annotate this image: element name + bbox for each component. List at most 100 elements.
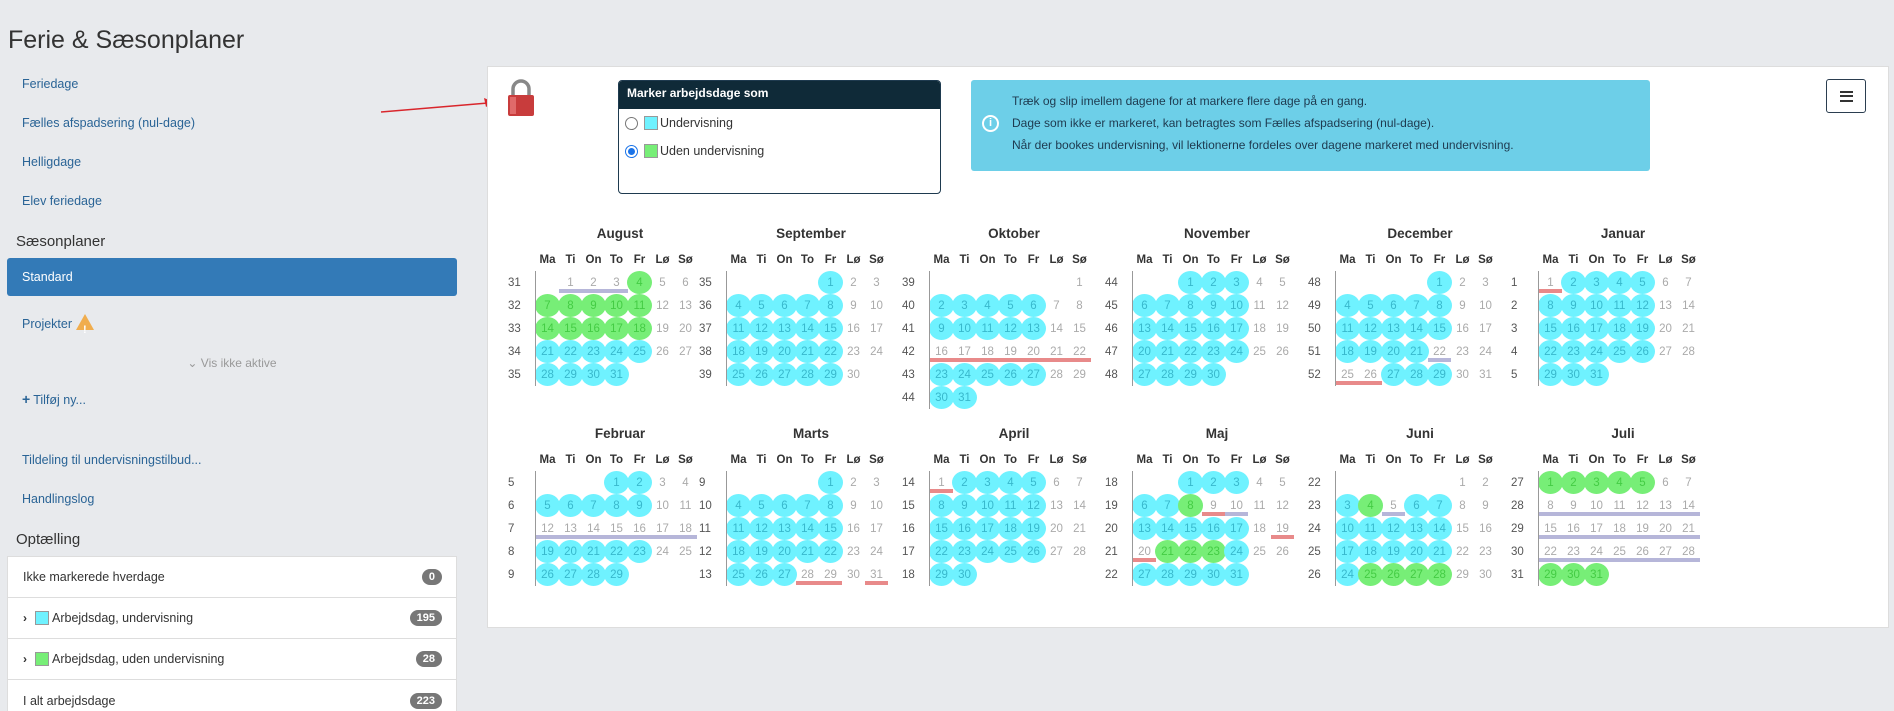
day-cell[interactable]: 10: [952, 317, 977, 340]
day-cell[interactable]: 24: [952, 363, 977, 386]
day-cell[interactable]: 25: [627, 340, 652, 363]
day-cell[interactable]: 9: [627, 494, 652, 517]
day-cell[interactable]: 3: [865, 271, 888, 294]
day-cell[interactable]: 16: [1562, 517, 1585, 540]
day-cell[interactable]: 5: [1021, 471, 1046, 494]
day-cell[interactable]: 22: [1539, 540, 1562, 563]
day-cell[interactable]: 2: [1474, 471, 1497, 494]
day-cell[interactable]: 22: [558, 340, 583, 363]
day-cell[interactable]: 22: [818, 540, 843, 563]
day-cell[interactable]: 3: [865, 471, 888, 494]
day-cell[interactable]: 23: [1561, 340, 1586, 363]
day-cell[interactable]: 12: [1271, 294, 1294, 317]
day-cell[interactable]: 10: [865, 494, 888, 517]
day-cell[interactable]: 26: [749, 563, 774, 586]
day-cell[interactable]: 28: [1677, 340, 1700, 363]
day-cell[interactable]: 9: [929, 317, 954, 340]
day-cell[interactable]: 2: [842, 471, 865, 494]
day-cell[interactable]: 6: [674, 271, 697, 294]
day-cell[interactable]: 7: [581, 494, 606, 517]
option-uden-undervisning[interactable]: Uden undervisning: [619, 137, 940, 165]
day-cell[interactable]: 1: [1451, 471, 1474, 494]
day-cell[interactable]: 29: [929, 563, 954, 586]
day-cell[interactable]: 28: [1427, 563, 1452, 586]
day-cell[interactable]: 10: [865, 294, 888, 317]
day-cell[interactable]: 19: [651, 317, 674, 340]
day-cell[interactable]: 9: [1202, 494, 1225, 517]
day-cell[interactable]: 8: [818, 494, 843, 517]
day-cell[interactable]: 5: [1358, 294, 1383, 317]
day-cell[interactable]: 6: [1132, 294, 1157, 317]
day-cell[interactable]: 13: [559, 517, 582, 540]
day-cell[interactable]: 5: [1630, 471, 1655, 494]
day-cell[interactable]: 27: [1381, 363, 1406, 386]
day-cell[interactable]: 26: [1630, 340, 1655, 363]
day-cell[interactable]: 13: [1045, 494, 1068, 517]
count-row-undervisning[interactable]: › Arbejdsdag, undervisning 195: [8, 598, 456, 639]
day-cell[interactable]: 7: [1404, 294, 1429, 317]
day-cell[interactable]: 22: [604, 540, 629, 563]
day-cell[interactable]: 20: [1132, 340, 1157, 363]
day-cell[interactable]: 24: [1224, 340, 1249, 363]
day-cell[interactable]: 26: [998, 363, 1023, 386]
day-cell[interactable]: 8: [1068, 294, 1091, 317]
day-cell[interactable]: 8: [1538, 294, 1563, 317]
day-cell[interactable]: 4: [998, 471, 1023, 494]
day-cell[interactable]: 19: [1271, 517, 1294, 540]
day-cell[interactable]: 17: [1224, 317, 1249, 340]
day-cell[interactable]: 18: [1607, 317, 1632, 340]
day-cell[interactable]: 21: [1045, 340, 1068, 363]
day-cell[interactable]: 29: [819, 563, 842, 586]
nav-elev-feriedage[interactable]: Elev feriedage: [22, 194, 102, 208]
day-cell[interactable]: 7: [795, 294, 820, 317]
day-cell[interactable]: 2: [952, 471, 977, 494]
nav-feriedage[interactable]: Feriedage: [22, 77, 79, 91]
day-cell[interactable]: 12: [1358, 317, 1383, 340]
day-cell[interactable]: 23: [627, 540, 652, 563]
day-cell[interactable]: 21: [1677, 517, 1700, 540]
day-cell[interactable]: 22: [1451, 540, 1474, 563]
day-cell[interactable]: 24: [865, 340, 888, 363]
day-cell[interactable]: 25: [1358, 563, 1383, 586]
day-cell[interactable]: 18: [998, 517, 1023, 540]
day-cell[interactable]: 11: [726, 317, 751, 340]
day-cell[interactable]: 26: [1359, 363, 1382, 386]
day-cell[interactable]: 18: [1335, 340, 1360, 363]
day-cell[interactable]: 6: [1021, 294, 1046, 317]
day-cell[interactable]: 4: [1607, 271, 1632, 294]
day-cell[interactable]: 30: [1561, 563, 1586, 586]
day-cell[interactable]: 3: [651, 471, 674, 494]
day-cell[interactable]: 11: [975, 317, 1000, 340]
day-cell[interactable]: 13: [1654, 294, 1677, 317]
day-cell[interactable]: 7: [1155, 294, 1180, 317]
day-cell[interactable]: 10: [1474, 294, 1497, 317]
day-cell[interactable]: 27: [1654, 540, 1677, 563]
day-cell[interactable]: 21: [1068, 517, 1091, 540]
day-cell[interactable]: 16: [1201, 517, 1226, 540]
day-cell[interactable]: 25: [998, 540, 1023, 563]
day-cell[interactable]: 31: [1474, 363, 1497, 386]
day-cell[interactable]: 8: [1427, 294, 1452, 317]
day-cell[interactable]: 10: [1225, 494, 1248, 517]
day-cell[interactable]: 5: [1271, 271, 1294, 294]
day-cell[interactable]: 16: [952, 517, 977, 540]
day-cell[interactable]: 12: [749, 517, 774, 540]
day-cell[interactable]: 27: [674, 340, 697, 363]
day-cell[interactable]: 23: [1201, 340, 1226, 363]
day-cell[interactable]: 14: [1427, 517, 1452, 540]
day-cell[interactable]: 7: [1045, 294, 1068, 317]
day-cell[interactable]: 29: [558, 363, 583, 386]
day-cell[interactable]: 28: [581, 563, 606, 586]
day-cell[interactable]: 17: [975, 517, 1000, 540]
day-cell[interactable]: 20: [1381, 340, 1406, 363]
day-cell[interactable]: 6: [1132, 494, 1157, 517]
day-cell[interactable]: 3: [1584, 471, 1609, 494]
day-cell[interactable]: 27: [1045, 540, 1068, 563]
day-cell[interactable]: 29: [818, 363, 843, 386]
day-cell[interactable]: 6: [1381, 294, 1406, 317]
day-cell[interactable]: 9: [1562, 494, 1585, 517]
day-cell[interactable]: 3: [1224, 271, 1249, 294]
day-cell[interactable]: 11: [1248, 294, 1271, 317]
day-cell[interactable]: 21: [1155, 540, 1180, 563]
day-cell[interactable]: 30: [1201, 363, 1226, 386]
